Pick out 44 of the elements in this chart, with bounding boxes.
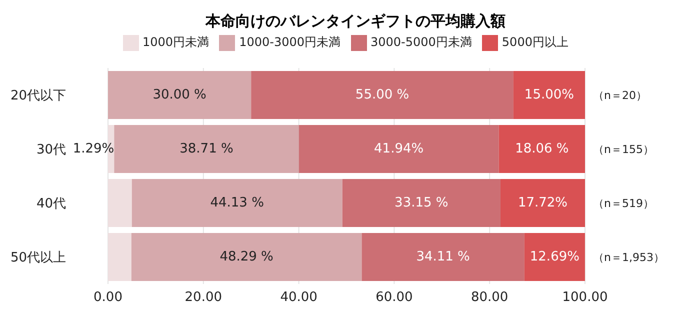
- data-label: 55.00 %: [355, 88, 410, 102]
- data-label: 41.94%: [374, 142, 424, 156]
- x-tick-label: 20.00: [184, 290, 222, 306]
- y-tick-label: 20代以下: [10, 88, 66, 104]
- y-tick-label: 40代: [36, 196, 66, 212]
- data-label: 44.13 %: [210, 196, 264, 210]
- legend-label: 1000-3000円未満: [238, 34, 340, 51]
- y-tick-label: 30代: [36, 142, 66, 158]
- text: （n＝519）: [593, 196, 654, 210]
- bar: [132, 179, 342, 227]
- legend-label: 5000円以上: [500, 34, 568, 51]
- text: （n＝155）: [593, 142, 654, 156]
- x-tick-label: 100.00: [562, 290, 608, 306]
- x-tick-label: 80.00: [470, 290, 508, 306]
- bar: [131, 233, 362, 281]
- data-label: 18.06 %: [515, 142, 569, 156]
- text: （n＝20）: [593, 88, 647, 102]
- x-tick-label: 60.00: [376, 290, 413, 306]
- data-label: 15.00%: [524, 88, 574, 102]
- bar: [251, 71, 514, 119]
- bar: [513, 71, 585, 119]
- legend-label: 1000円未満: [142, 34, 210, 51]
- data-label: 17.72%: [518, 196, 568, 210]
- data-label: 33.15 %: [394, 196, 448, 210]
- data-label: 38.71 %: [180, 142, 234, 156]
- data-label: 30.00 %: [152, 88, 206, 102]
- bar: [108, 71, 252, 119]
- bar: [298, 125, 499, 173]
- bar: [342, 179, 500, 227]
- bar: [524, 233, 585, 281]
- data-label: 34.11 %: [416, 250, 470, 264]
- legend-label: 3000-5000円未満: [370, 34, 472, 51]
- data-label: 48.29 %: [220, 250, 274, 264]
- x-tick-label: 40.00: [280, 290, 318, 306]
- chart-title: 本命向けのバレンタインギフトの平均購入額: [204, 11, 506, 32]
- data-label: 1.29%: [72, 142, 114, 156]
- bar: [362, 233, 524, 281]
- bar: [498, 125, 585, 173]
- y-tick-label: 50代以上: [10, 250, 66, 266]
- bar: [500, 179, 585, 227]
- x-tick-label: 0.00: [94, 290, 122, 306]
- data-label: 12.69%: [530, 250, 580, 264]
- text: （n＝1,953）: [593, 250, 664, 264]
- bar: [114, 125, 299, 173]
